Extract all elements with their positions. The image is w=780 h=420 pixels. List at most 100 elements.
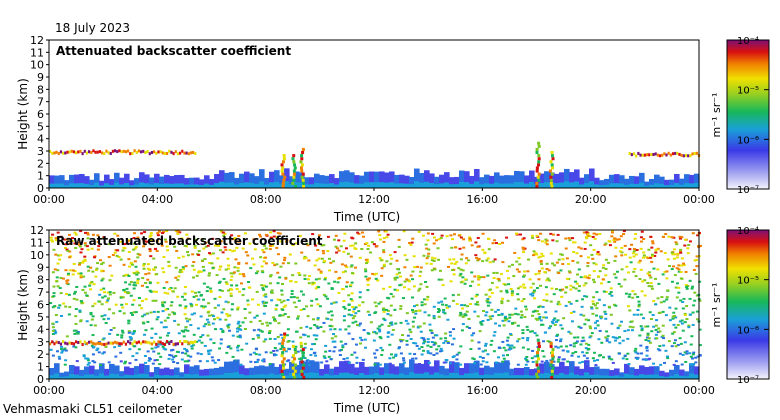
noise-speck [381, 349, 385, 352]
noise-speck [221, 231, 225, 234]
noise-speck [575, 299, 579, 302]
noise-speck [419, 283, 423, 286]
cloud-layer-mark [85, 342, 89, 346]
aerosol-column [399, 174, 405, 188]
noise-speck [539, 263, 543, 266]
aerosol-core [629, 374, 635, 379]
noise-speck [510, 292, 514, 295]
aerosol-core [234, 184, 240, 188]
noise-speck [601, 266, 605, 269]
noise-speck [565, 286, 569, 289]
noise-speck [654, 328, 658, 331]
noise-speck [218, 280, 222, 283]
aerosol-column [199, 179, 205, 188]
precip-streak [283, 175, 287, 179]
noise-speck [432, 236, 436, 239]
noise-speck [307, 363, 311, 366]
aerosol-core [524, 183, 530, 188]
noise-speck [238, 273, 242, 276]
x-tick-label: 04:00 [141, 384, 173, 397]
noise-speck [328, 269, 332, 272]
noise-speck [202, 269, 206, 272]
aerosol-core [439, 374, 445, 379]
noise-speck [136, 282, 140, 285]
noise-speck [202, 282, 206, 285]
noise-speck [180, 237, 184, 240]
noise-speck [422, 342, 426, 345]
noise-speck [566, 360, 570, 363]
aerosol-column [574, 169, 580, 188]
noise-speck [268, 248, 272, 251]
cloud-layer-mark [674, 151, 677, 155]
aerosol-core [59, 376, 65, 379]
noise-speck [520, 314, 524, 317]
aerosol-column [469, 363, 475, 379]
noise-speck [477, 347, 481, 350]
noise-speck [286, 298, 290, 301]
noise-speck [564, 237, 568, 240]
noise-speck [96, 262, 100, 265]
noise-speck [166, 292, 170, 295]
noise-speck [444, 304, 448, 307]
noise-speck [605, 337, 609, 340]
noise-speck [219, 327, 223, 330]
noise-speck [321, 249, 325, 252]
noise-speck [604, 313, 608, 316]
noise-speck [349, 244, 353, 247]
noise-speck [106, 317, 110, 320]
noise-speck [58, 258, 62, 261]
aerosol-core [359, 373, 365, 379]
cloud-layer-mark [135, 341, 138, 345]
aerosol-core [349, 373, 355, 379]
noise-speck [213, 328, 217, 331]
precip-streak [302, 375, 306, 379]
aerosol-column [649, 366, 655, 379]
noise-speck [188, 318, 192, 321]
noise-speck [283, 256, 287, 259]
y-tick-label: 1 [37, 170, 44, 183]
noise-speck [100, 269, 104, 272]
noise-speck [232, 271, 236, 274]
noise-speck [411, 270, 415, 273]
noise-speck [661, 324, 665, 327]
noise-speck [570, 320, 574, 323]
noise-speck [235, 284, 239, 287]
aerosol-column [179, 174, 185, 188]
noise-speck [492, 277, 496, 280]
noise-speck [582, 284, 586, 287]
noise-speck [178, 304, 182, 307]
aerosol-column [274, 366, 280, 379]
noise-speck [649, 282, 653, 285]
noise-speck [499, 290, 503, 293]
noise-speck [325, 360, 329, 363]
noise-speck [73, 292, 77, 295]
noise-speck [149, 311, 153, 314]
noise-speck [693, 291, 697, 294]
aerosol-core [439, 183, 445, 188]
noise-speck [435, 239, 439, 242]
noise-speck [120, 329, 124, 332]
noise-speck [542, 340, 546, 343]
cloud-layer-mark [103, 342, 106, 346]
raw-attenuated-backscatter-panel: Raw attenuated backscatter coefficient 0… [16, 224, 770, 415]
aerosol-core [414, 373, 420, 379]
aerosol-core [209, 184, 215, 188]
aerosol-column [319, 175, 325, 188]
noise-speck [654, 324, 658, 327]
cloud-layer-mark [57, 341, 60, 345]
noise-speck [186, 320, 190, 323]
cloud-layer-mark [168, 149, 171, 153]
noise-speck [519, 310, 523, 313]
noise-speck [474, 303, 478, 306]
noise-speck [603, 310, 607, 313]
noise-speck [55, 276, 59, 279]
noise-speck [636, 295, 640, 298]
cloud-layer-mark [192, 340, 195, 344]
noise-speck [566, 350, 570, 353]
noise-speck [193, 244, 197, 247]
noise-speck [221, 331, 225, 334]
noise-speck [626, 337, 630, 340]
noise-speck [278, 232, 282, 235]
aerosol-core [379, 182, 385, 188]
noise-speck [499, 273, 503, 276]
